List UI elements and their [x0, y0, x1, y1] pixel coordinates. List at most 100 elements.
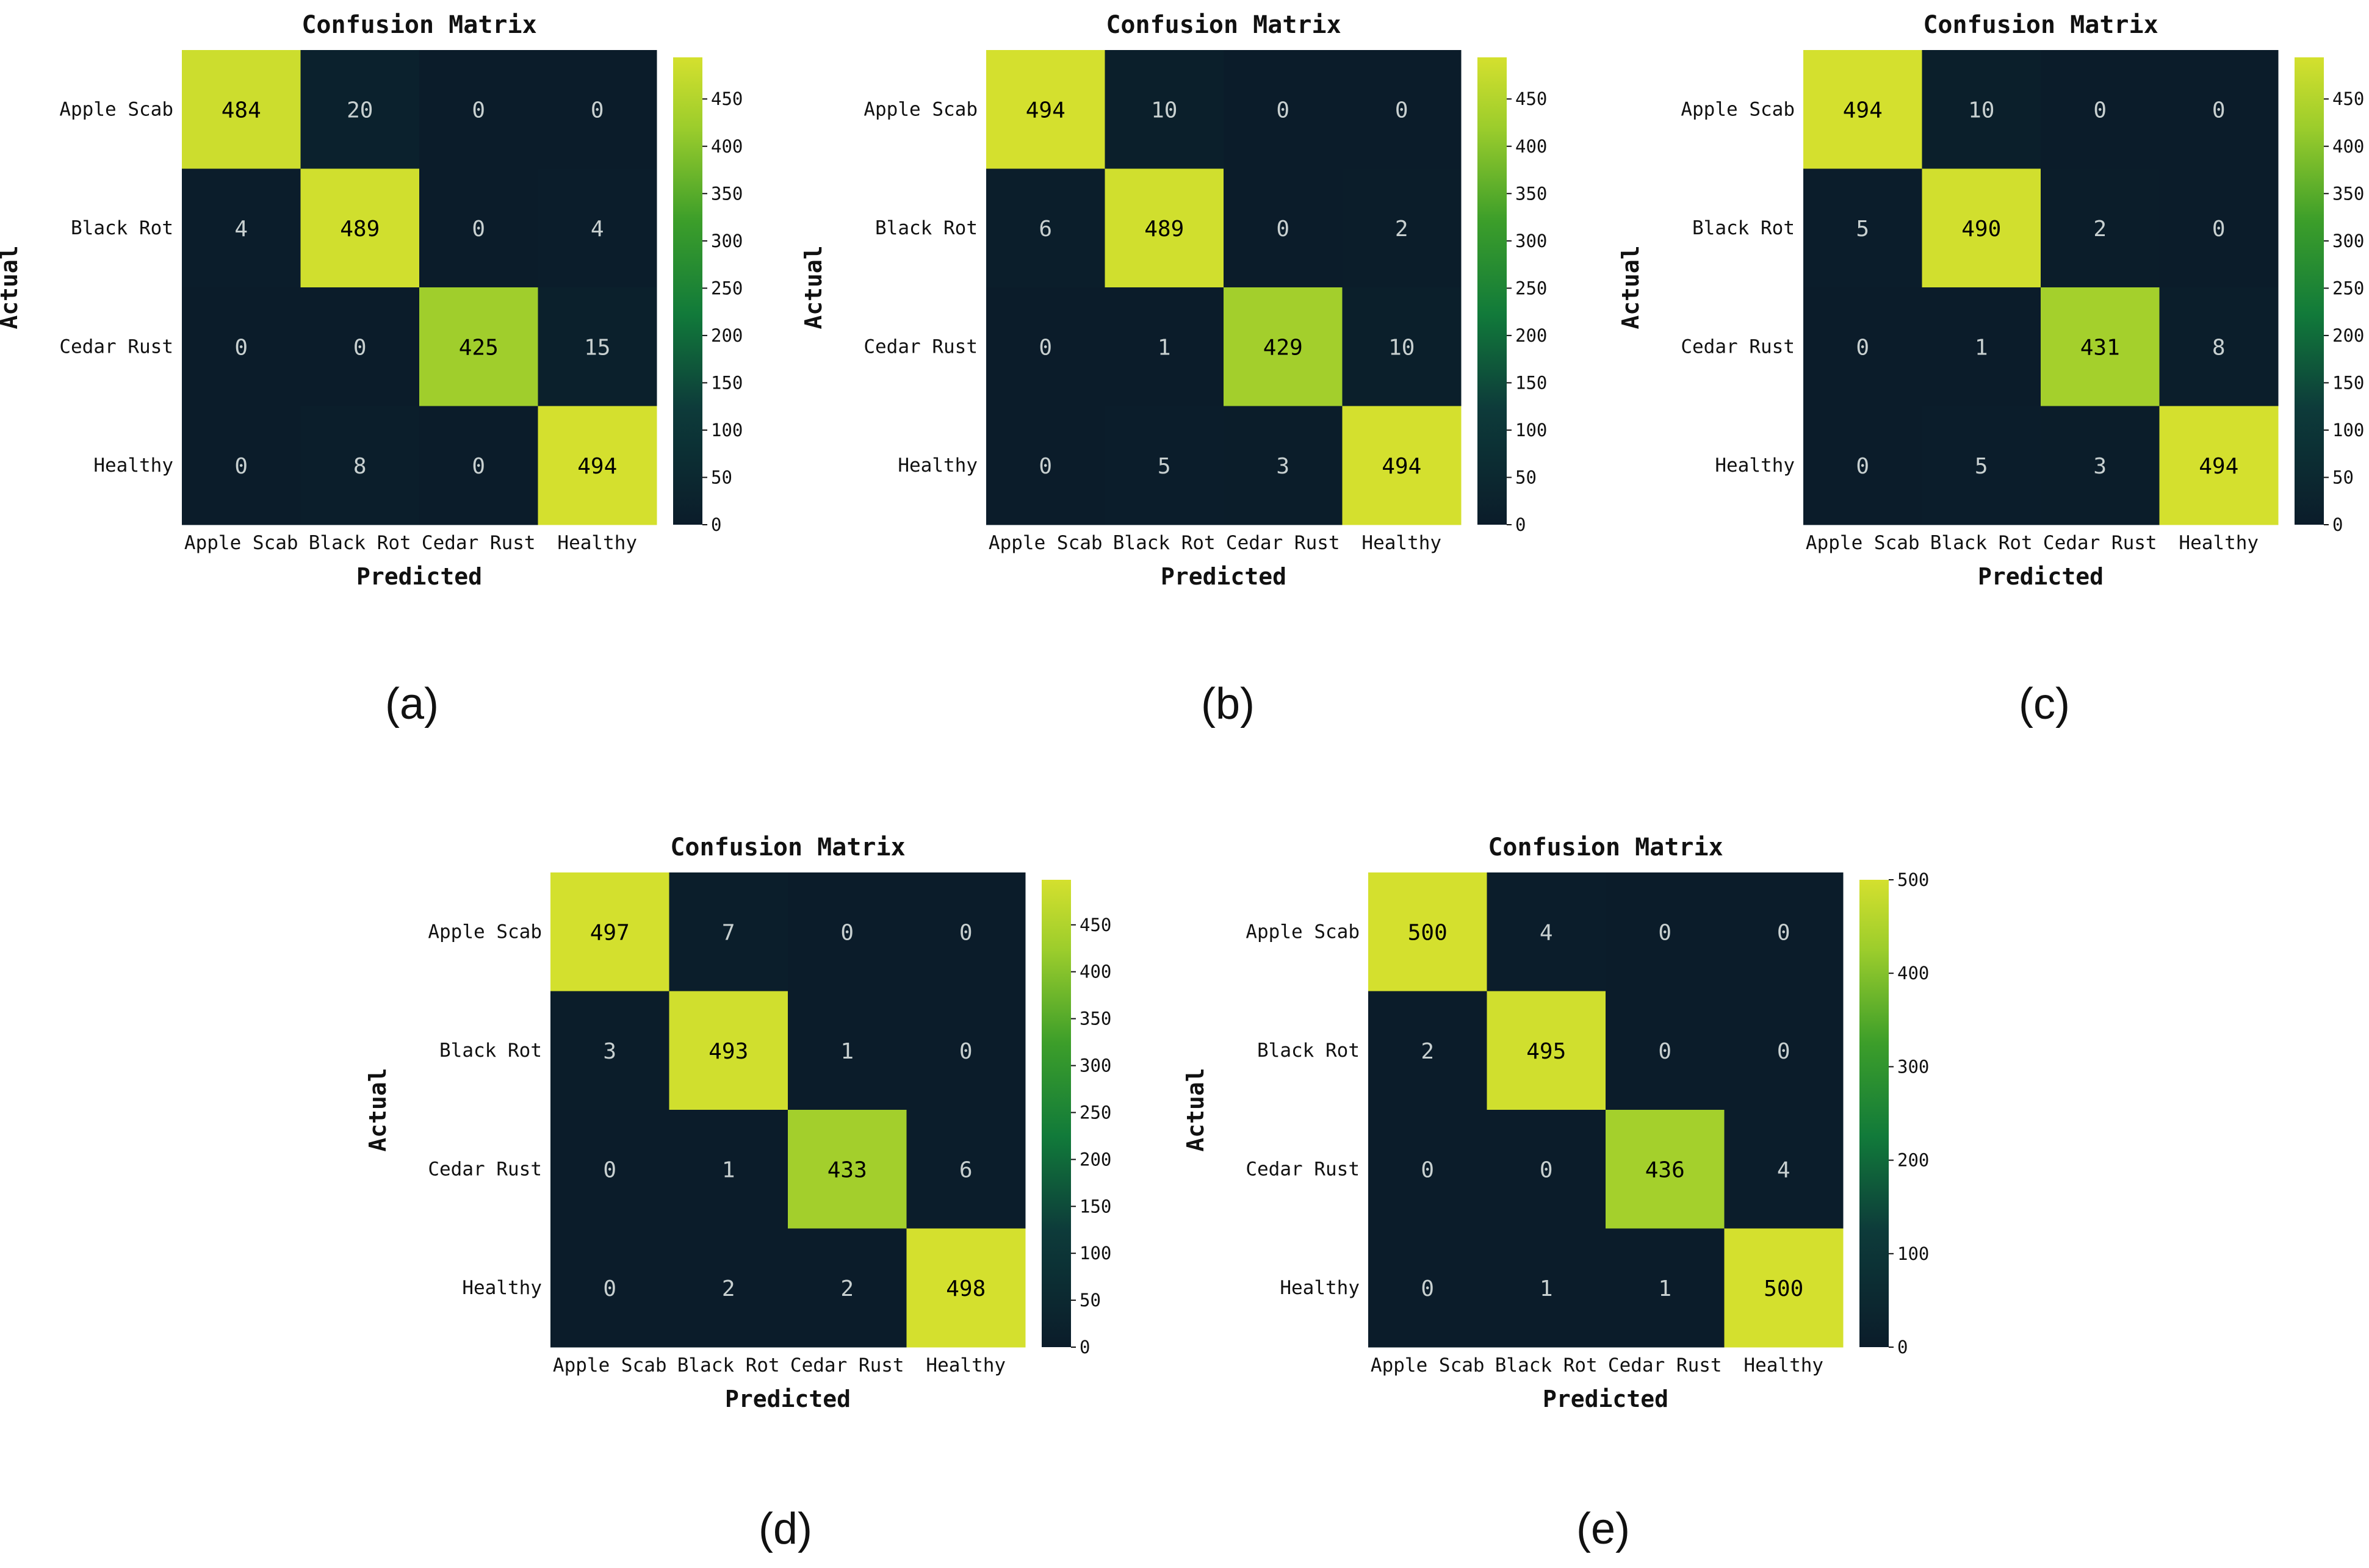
- cell-value-a-r3-c0: 0: [234, 454, 248, 479]
- colorbar-tick-label-b-50: 50: [1515, 467, 1537, 487]
- cell-value-d-r3-c1: 2: [722, 1276, 735, 1301]
- cell-value-b-r1-c2: 0: [1276, 217, 1289, 242]
- colorbar-tick-label-d-50: 50: [1080, 1290, 1101, 1311]
- heatmap-cell-b-r3-c2: [1224, 406, 1343, 525]
- colorbar-tick-label-c-300: 300: [2332, 231, 2364, 251]
- heatmap-cell-d-r3-c1: [669, 1228, 788, 1348]
- heatmap-cell-b-r0-c0: [986, 50, 1105, 169]
- cell-value-a-r0-c1: 20: [347, 98, 373, 123]
- colorbar-tick-label-b-200: 200: [1515, 325, 1547, 346]
- heatmap-cell-c-r2-c0: [1803, 287, 1922, 406]
- colorbar-tick-label-b-400: 400: [1515, 136, 1547, 157]
- cell-value-d-r0-c0: 497: [590, 920, 630, 945]
- cell-value-b-r2-c0: 0: [1039, 335, 1052, 360]
- cell-value-e-r2-c0: 0: [1421, 1157, 1434, 1182]
- y-tick-label-b-black-rot: Black Rot: [875, 217, 978, 239]
- heatmap-cell-a-r1-c1: [300, 168, 420, 288]
- y-tick-label-d-black-rot: Black Rot: [439, 1040, 542, 1062]
- colorbar-tick-label-a-150: 150: [711, 372, 743, 393]
- heatmap-cell-e-r1-c2: [1606, 991, 1725, 1110]
- cell-value-d-r3-c3: 498: [946, 1276, 986, 1301]
- panel-label-c: (c): [2019, 680, 2070, 728]
- heatmap-cell-a-r0-c2: [419, 50, 538, 169]
- heatmap-cell-a-r2-c1: [300, 287, 420, 406]
- cell-value-c-r0-c0: 494: [1843, 98, 1883, 123]
- heatmap-cell-b-r3-c0: [986, 406, 1105, 525]
- heatmap-cell-e-r3-c2: [1606, 1228, 1725, 1348]
- colorbar-tick-label-c-400: 400: [2332, 136, 2364, 157]
- cell-value-b-r3-c1: 5: [1158, 454, 1171, 479]
- colorbar-tick-label-c-350: 350: [2332, 183, 2364, 204]
- x-axis-label-d: Predicted: [725, 1386, 851, 1412]
- heatmap-cell-d-r3-c3: [906, 1228, 1026, 1348]
- heatmap-cell-d-r1-c2: [788, 991, 907, 1110]
- cell-value-c-r1-c1: 490: [1961, 217, 2001, 242]
- cell-value-c-r0-c1: 10: [1968, 98, 1994, 123]
- cell-value-a-r2-c0: 0: [234, 335, 248, 360]
- heatmap-cell-c-r3-c1: [1922, 406, 2041, 525]
- colorbar-tick-label-b-450: 450: [1515, 88, 1547, 109]
- colorbar-tick-label-a-0: 0: [711, 514, 721, 535]
- heatmap-cell-d-r3-c0: [550, 1228, 669, 1348]
- cell-value-d-r2-c1: 1: [722, 1157, 735, 1182]
- heatmap-cell-d-r3-c2: [788, 1228, 907, 1348]
- heatmap-cell-b-r3-c1: [1105, 406, 1224, 525]
- colorbar-tick-label-d-400: 400: [1080, 962, 1111, 982]
- colorbar-tick-label-a-450: 450: [711, 88, 743, 109]
- cell-value-b-r2-c1: 1: [1158, 335, 1171, 360]
- panel-label-e: (e): [1576, 1505, 1630, 1553]
- x-tick-label-c-healthy: Healthy: [2179, 532, 2259, 554]
- heatmap-cell-d-r0-c1: [669, 872, 788, 991]
- heatmap-cell-c-r2-c2: [2041, 287, 2160, 406]
- cell-value-a-r2-c1: 0: [353, 335, 367, 360]
- heatmap-cell-b-r2-c0: [986, 287, 1105, 406]
- heatmap-cell-e-r1-c0: [1368, 991, 1487, 1110]
- cell-value-d-r3-c0: 0: [603, 1276, 616, 1301]
- heatmap-cell-d-r0-c2: [788, 872, 907, 991]
- x-tick-label-d-healthy: Healthy: [926, 1354, 1006, 1376]
- colorbar-tick-label-a-250: 250: [711, 278, 743, 298]
- y-tick-label-e-healthy: Healthy: [1280, 1277, 1360, 1299]
- y-tick-label-c-black-rot: Black Rot: [1692, 217, 1795, 239]
- x-tick-label-e-apple-scab: Apple Scab: [1371, 1354, 1485, 1376]
- cell-value-e-r0-c2: 0: [1658, 920, 1671, 945]
- y-axis-label-a: Actual: [0, 245, 23, 329]
- colorbar-tick-label-e-400: 400: [1897, 963, 1929, 984]
- heatmap-cell-e-r1-c3: [1724, 991, 1844, 1110]
- colorbar-d: [1042, 880, 1071, 1347]
- cell-value-b-r0-c1: 10: [1151, 98, 1177, 123]
- cell-value-b-r1-c3: 2: [1395, 217, 1408, 242]
- cell-value-d-r3-c2: 2: [840, 1276, 854, 1301]
- y-tick-label-c-healthy: Healthy: [1715, 455, 1795, 477]
- heatmap-cell-b-r0-c1: [1105, 50, 1224, 169]
- heatmap-cell-e-r0-c2: [1606, 872, 1725, 991]
- cell-value-a-r3-c3: 494: [577, 454, 617, 479]
- colorbar-tick-label-e-100: 100: [1897, 1243, 1929, 1264]
- cell-value-c-r2-c2: 431: [2080, 335, 2120, 360]
- colorbar-tick-label-c-150: 150: [2332, 372, 2364, 393]
- heatmap-cell-e-r2-c0: [1368, 1110, 1487, 1229]
- y-tick-label-e-apple-scab: Apple Scab: [1246, 921, 1360, 943]
- colorbar-tick-label-b-350: 350: [1515, 183, 1547, 204]
- colorbar-tick-label-b-250: 250: [1515, 278, 1547, 298]
- heatmap-cell-d-r2-c3: [906, 1110, 1026, 1229]
- y-tick-label-a-cedar-rust: Cedar Rust: [59, 336, 173, 358]
- colorbar-tick-label-c-50: 50: [2332, 467, 2354, 487]
- cell-value-e-r1-c2: 0: [1658, 1039, 1671, 1064]
- x-tick-label-d-apple-scab: Apple Scab: [553, 1354, 667, 1376]
- colorbar-tick-label-d-150: 150: [1080, 1196, 1111, 1217]
- title-b: Confusion Matrix: [1106, 11, 1341, 39]
- heatmap-cell-e-r0-c3: [1724, 872, 1844, 991]
- cell-value-d-r0-c3: 0: [959, 920, 973, 945]
- cell-value-e-r0-c1: 4: [1540, 920, 1553, 945]
- x-axis-label-e: Predicted: [1543, 1386, 1668, 1412]
- x-tick-label-a-cedar-rust: Cedar Rust: [422, 532, 536, 554]
- colorbar-tick-label-e-300: 300: [1897, 1056, 1929, 1077]
- heatmap-cell-d-r2-c1: [669, 1110, 788, 1229]
- heatmap-cell-c-r1-c1: [1922, 168, 2041, 288]
- cell-value-b-r2-c3: 10: [1388, 335, 1415, 360]
- heatmap-cell-a-r1-c3: [538, 168, 657, 288]
- colorbar-tick-label-a-50: 50: [711, 467, 732, 487]
- colorbar-tick-label-d-100: 100: [1080, 1243, 1111, 1264]
- colorbar-tick-label-e-0: 0: [1897, 1337, 1908, 1358]
